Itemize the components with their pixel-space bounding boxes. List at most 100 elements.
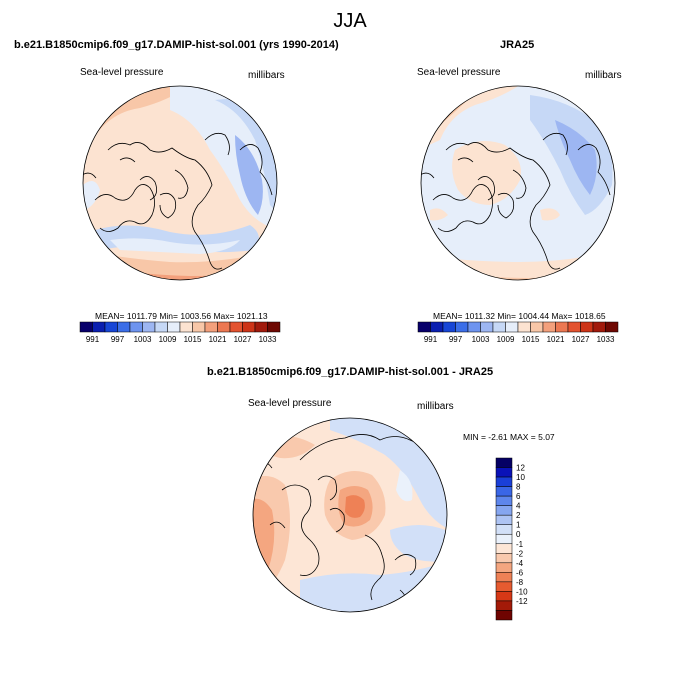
colorbar-swatch bbox=[192, 321, 206, 333]
colorbar-swatch bbox=[455, 321, 469, 333]
diff-panel-header: b.e21.B1850cmip6.f09_g17.DAMIP-hist-sol.… bbox=[206, 366, 494, 378]
colorbar-swatch bbox=[217, 321, 231, 333]
right-stats: MEAN= 1011.32 Min= 1004.44 Max= 1018.65 bbox=[433, 311, 606, 321]
colorbar-swatch bbox=[267, 321, 281, 333]
colorbar-swatch bbox=[517, 321, 531, 333]
colorbar-swatch bbox=[495, 553, 513, 564]
colorbar-tick-label: 1033 bbox=[597, 335, 615, 344]
colorbar-swatch bbox=[495, 495, 513, 506]
right-polar-map bbox=[420, 85, 616, 281]
colorbar-tick-label: 4 bbox=[516, 502, 521, 511]
colorbar-tick-label: 991 bbox=[86, 335, 100, 344]
colorbar-swatch bbox=[79, 321, 93, 333]
colorbar-tick-label: -6 bbox=[516, 568, 524, 577]
colorbar-swatch bbox=[229, 321, 243, 333]
diff-units-label: millibars bbox=[417, 401, 454, 412]
right-field-label: Sea-level pressure bbox=[417, 67, 501, 78]
colorbar-tick-label: 991 bbox=[424, 335, 438, 344]
colorbar-swatch bbox=[495, 562, 513, 573]
colorbar-swatch bbox=[567, 321, 581, 333]
colorbar-tick-label: 0 bbox=[516, 530, 521, 539]
colorbar-swatch bbox=[154, 321, 168, 333]
colorbar-tick-label: -12 bbox=[516, 597, 528, 606]
colorbar-swatch bbox=[480, 321, 494, 333]
colorbar-swatch bbox=[129, 321, 143, 333]
diff-field-label: Sea-level pressure bbox=[248, 398, 332, 409]
colorbar-swatch bbox=[495, 505, 513, 516]
colorbar-swatch bbox=[104, 321, 118, 333]
colorbar-swatch bbox=[492, 321, 506, 333]
colorbar-swatch bbox=[92, 321, 106, 333]
right-units-label: millibars bbox=[585, 70, 622, 81]
colorbar-swatch bbox=[495, 467, 513, 478]
colorbar-swatch bbox=[530, 321, 544, 333]
colorbar-swatch bbox=[179, 321, 193, 333]
colorbar-swatch bbox=[430, 321, 444, 333]
colorbar-swatch bbox=[505, 321, 519, 333]
left-units-label: millibars bbox=[248, 70, 285, 81]
figure-title: JJA bbox=[333, 10, 367, 32]
colorbar-swatch bbox=[592, 321, 606, 333]
colorbar-swatch bbox=[142, 321, 156, 333]
colorbar-swatch bbox=[542, 321, 556, 333]
colorbar-swatch bbox=[495, 533, 513, 545]
colorbar-swatch bbox=[495, 572, 513, 583]
colorbar-swatch bbox=[605, 321, 619, 333]
colorbar-swatch bbox=[495, 600, 513, 611]
colorbar-swatch bbox=[495, 457, 513, 468]
colorbar-swatch bbox=[495, 581, 513, 592]
colorbar-swatch bbox=[417, 321, 431, 333]
colorbar-tick-label: 10 bbox=[516, 473, 525, 482]
colorbar-swatch bbox=[167, 321, 181, 333]
colorbar-swatch bbox=[580, 321, 594, 333]
colorbar-swatch bbox=[555, 321, 569, 333]
colorbar-tick-label: 1033 bbox=[259, 335, 277, 344]
colorbar-tick-label: -1 bbox=[516, 540, 524, 549]
colorbar-swatch bbox=[495, 591, 513, 602]
colorbar-tick-label: 8 bbox=[516, 483, 521, 492]
colorbar-tick-label: 1003 bbox=[472, 335, 490, 344]
colorbar-swatch bbox=[495, 543, 513, 554]
colorbar-swatch bbox=[254, 321, 268, 333]
colorbar-swatch bbox=[495, 524, 513, 535]
right-panel-header: JRA25 bbox=[500, 39, 535, 51]
colorbar-tick-label: 1015 bbox=[522, 335, 540, 344]
colorbar-swatch bbox=[117, 321, 131, 333]
colorbar-tick-label: 6 bbox=[516, 492, 521, 501]
colorbar-swatch bbox=[204, 321, 218, 333]
diff-polar-map bbox=[252, 417, 448, 613]
colorbar-tick-label: 1021 bbox=[209, 335, 227, 344]
colorbar-tick-label: 1009 bbox=[497, 335, 515, 344]
colorbar-swatch bbox=[495, 610, 513, 621]
colorbar-swatch bbox=[242, 321, 256, 333]
colorbar-tick-label: 1009 bbox=[159, 335, 177, 344]
colorbar-tick-label: 997 bbox=[449, 335, 463, 344]
colorbar-tick-label: -2 bbox=[516, 549, 524, 558]
colorbar-swatch bbox=[442, 321, 456, 333]
colorbar-tick-label: -4 bbox=[516, 559, 524, 568]
left-stats: MEAN= 1011.79 Min= 1003.56 Max= 1021.13 bbox=[95, 311, 268, 321]
colorbar-tick-label: 1015 bbox=[184, 335, 202, 344]
colorbar-tick-label: 997 bbox=[111, 335, 125, 344]
left-field-label: Sea-level pressure bbox=[80, 67, 164, 78]
colorbar-tick-label: 1021 bbox=[547, 335, 565, 344]
colorbar-swatch bbox=[495, 476, 513, 487]
colorbar-tick-label: 1027 bbox=[572, 335, 590, 344]
diff-stats: MIN = -2.61 MAX = 5.07 bbox=[463, 432, 555, 442]
left-panel-header: b.e21.B1850cmip6.f09_g17.DAMIP-hist-sol.… bbox=[14, 39, 339, 51]
colorbar-tick-label: 12 bbox=[516, 464, 525, 473]
colorbar-tick-label: 1 bbox=[516, 521, 521, 530]
colorbar-tick-label: 1027 bbox=[234, 335, 252, 344]
left-polar-map bbox=[82, 85, 278, 281]
colorbar-swatch bbox=[467, 321, 481, 333]
colorbar-tick-label: -10 bbox=[516, 587, 528, 596]
colorbar-tick-label: 2 bbox=[516, 511, 521, 520]
colorbar-swatch bbox=[495, 486, 513, 497]
colorbar-swatch bbox=[495, 514, 513, 525]
colorbar-tick-label: 1003 bbox=[134, 335, 152, 344]
colorbar-tick-label: -8 bbox=[516, 578, 524, 587]
left-colorbar: 991 997 1003 1009 1015 1021 1027 1033 bbox=[79, 321, 281, 344]
right-colorbar: 991 997 1003 1009 1015 1021 1027 1033 bbox=[417, 321, 619, 344]
